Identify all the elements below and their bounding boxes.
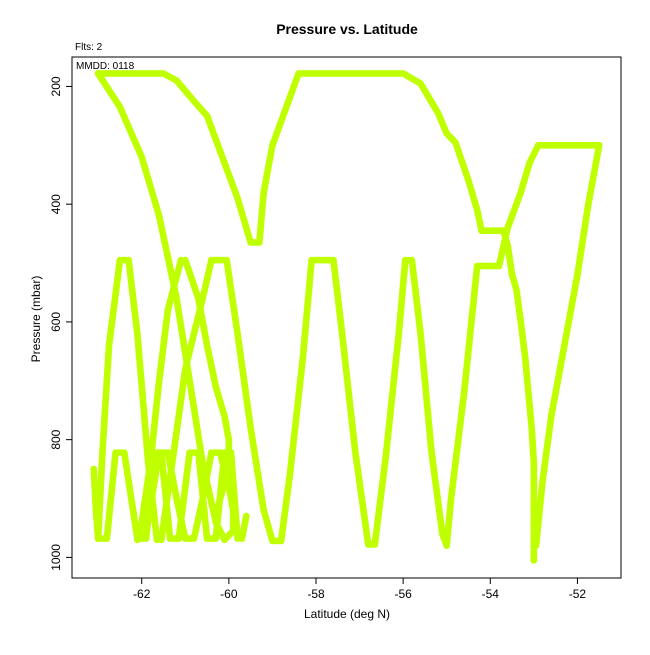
- y-tick-label: 1000: [49, 544, 63, 571]
- y-tick-label: 200: [49, 76, 63, 96]
- x-tick-label: -56: [394, 587, 412, 601]
- x-tick-label: -54: [482, 587, 500, 601]
- axes-layer: -62 -60 -58 -56 -54 -52 200 400 600 800 1000: [49, 76, 586, 601]
- data-point: [532, 542, 540, 550]
- fits-annotation: Flts: 2: [75, 42, 103, 53]
- y-tick-label: 600: [49, 312, 63, 332]
- x-tick-label: -58: [307, 587, 325, 601]
- mmdd-annotation: MMDD: 0118: [76, 61, 135, 72]
- chart-title: Pressure vs. Latitude: [276, 21, 418, 37]
- data-point: [242, 512, 250, 520]
- x-tick-label: -60: [220, 587, 238, 601]
- y-tick-label: 800: [49, 429, 63, 449]
- x-tick-label: -62: [133, 587, 151, 601]
- flight-track-1: [94, 70, 538, 564]
- data-points-layer: [90, 70, 603, 564]
- x-axis-title: Latitude (deg N): [304, 607, 390, 621]
- plot-frame: [71, 56, 622, 579]
- data-point: [530, 556, 538, 564]
- flight-track-4: [94, 141, 603, 550]
- y-tick-label: 400: [49, 194, 63, 214]
- y-axis-title: Pressure (mbar): [29, 276, 43, 363]
- x-tick-label: -52: [569, 587, 587, 601]
